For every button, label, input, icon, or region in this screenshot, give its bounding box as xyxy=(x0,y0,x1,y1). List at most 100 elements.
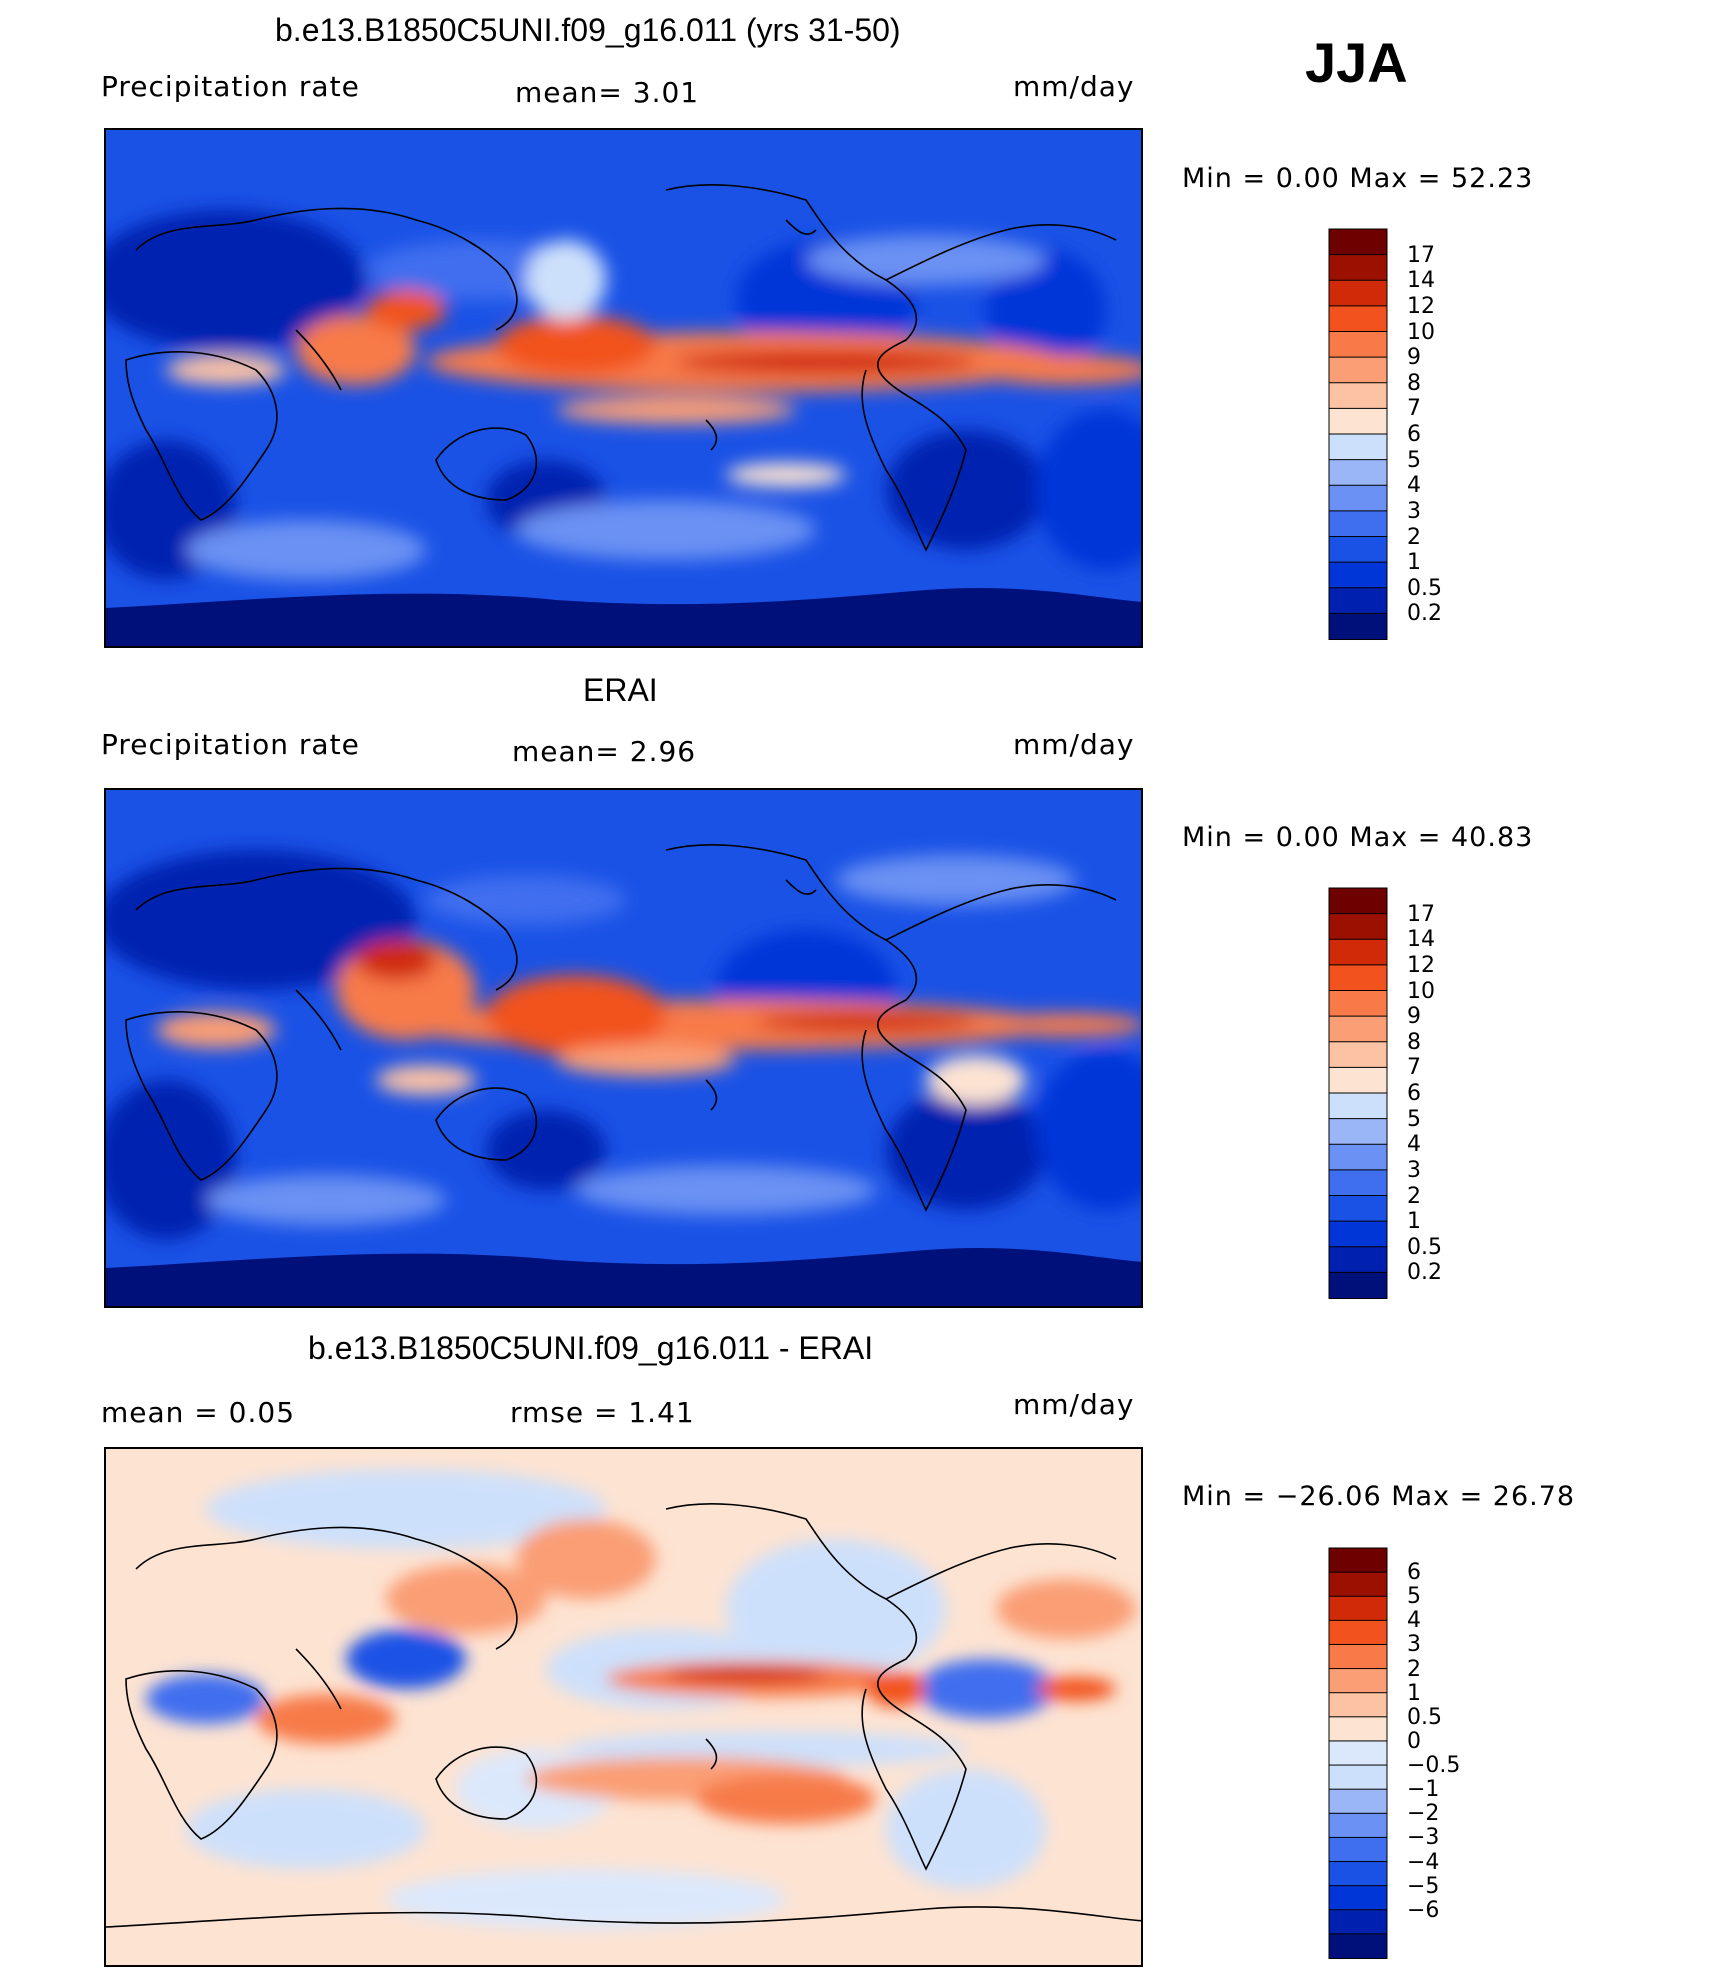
colorbar-swatch xyxy=(1328,1595,1388,1622)
colorbar-tick-label: 6 xyxy=(1407,1560,1421,1586)
colorbar-tick-label: 12 xyxy=(1407,952,1435,978)
colorbar-tick-label: 4 xyxy=(1407,1132,1421,1158)
colorbar-swatch xyxy=(1328,1066,1388,1095)
colorbar-tick-label: 0.5 xyxy=(1407,575,1442,601)
colorbar-swatches xyxy=(1328,1547,1388,1960)
units-label: mm/day xyxy=(1013,1388,1135,1421)
precip-map-difference xyxy=(106,1449,1141,1965)
colorbar-swatch xyxy=(1328,1571,1388,1598)
season-label: JJA xyxy=(1305,31,1408,94)
colorbar-tick-label: 10 xyxy=(1407,978,1435,1004)
mean-label: mean= 2.96 xyxy=(512,735,697,768)
colorbar-swatch xyxy=(1328,536,1388,564)
colorbar-tick-label: −3 xyxy=(1407,1825,1440,1851)
colorbar-tick-label: 8 xyxy=(1407,370,1421,396)
panel-title: b.e13.B1850C5UNI.f09_g16.011 - ERAI xyxy=(308,1330,874,1366)
colorbar-erai: 17 14 12 10 9 8 7 6 5 4 3 2 1 0.5 0.2 xyxy=(1328,887,1459,1300)
colorbar-tick-label: 6 xyxy=(1407,1081,1421,1106)
colorbar-tick-label: 8 xyxy=(1407,1029,1421,1055)
precip-map-model xyxy=(106,130,1141,646)
colorbar-model: 17 14 12 10 9 8 7 6 5 4 3 2 1 0.5 0.2 xyxy=(1328,228,1459,641)
colorbar-tick-label: −0.5 xyxy=(1407,1753,1461,1779)
colorbar-tick-label: 5 xyxy=(1407,1584,1421,1610)
colorbar-tick-label: 3 xyxy=(1407,1632,1421,1658)
colorbar-swatch xyxy=(1328,587,1388,615)
colorbar-swatch xyxy=(1328,254,1388,282)
colorbar-tick-label: −1 xyxy=(1407,1777,1440,1803)
colorbar-swatch xyxy=(1328,433,1388,461)
variable-label: Precipitation rate xyxy=(101,728,360,761)
colorbar-tick-label: 1 xyxy=(1407,1209,1421,1235)
colorbar-tick-label: 1 xyxy=(1407,1680,1421,1706)
colorbar-swatch xyxy=(1328,1861,1388,1887)
colorbar-tick-label: 9 xyxy=(1407,345,1421,371)
colorbar-swatch xyxy=(1328,228,1388,256)
rmse-label: rmse = 1.41 xyxy=(510,1396,695,1429)
colorbar-tick-label: 0.2 xyxy=(1407,1260,1442,1286)
colorbar-swatch xyxy=(1328,1118,1388,1146)
colorbar-swatch xyxy=(1328,913,1388,941)
colorbar-tick-label: −5 xyxy=(1407,1873,1440,1899)
colorbar-swatch xyxy=(1328,1195,1388,1223)
colorbar-tick-label: 2 xyxy=(1407,1183,1421,1209)
colorbar-swatch xyxy=(1328,356,1388,384)
colorbar-swatch xyxy=(1328,1220,1388,1248)
colorbar-swatch xyxy=(1328,990,1388,1018)
minmax-label: Min = −26.06 Max = 26.78 xyxy=(1182,1481,1576,1512)
colorbar-tick-label: 0.5 xyxy=(1407,1704,1442,1730)
colorbar-tick-label: 0.2 xyxy=(1407,601,1442,627)
colorbar-tick-label: 0 xyxy=(1407,1728,1421,1754)
colorbar-tick-label: 6 xyxy=(1407,422,1421,447)
colorbar-tick-label: 14 xyxy=(1407,927,1435,953)
colorbar-swatch xyxy=(1328,1716,1388,1742)
colorbar-tick-label: 5 xyxy=(1407,447,1421,473)
colorbar-swatch xyxy=(1328,1764,1388,1791)
map-erai xyxy=(104,788,1143,1308)
colorbar-swatch xyxy=(1328,1788,1388,1815)
colorbar-swatch xyxy=(1328,331,1388,359)
colorbar-swatch xyxy=(1328,382,1388,410)
panel-title: b.e13.B1850C5UNI.f09_g16.011 (yrs 31-50) xyxy=(275,12,901,48)
colorbar-swatch xyxy=(1328,1041,1388,1069)
colorbar-tick-label: 3 xyxy=(1407,1157,1421,1183)
colorbar-swatch xyxy=(1328,1092,1388,1120)
colorbar-swatch xyxy=(1328,1692,1388,1718)
colorbar-tick-label: 3 xyxy=(1407,498,1421,524)
minmax-label: Min = 0.00 Max = 52.23 xyxy=(1182,163,1534,194)
colorbar-swatches xyxy=(1328,887,1388,1300)
colorbar-tick-label: 1 xyxy=(1407,550,1421,576)
colorbar-tick-label: −4 xyxy=(1407,1849,1440,1875)
colorbar-swatch xyxy=(1328,1271,1388,1300)
colorbar-swatch xyxy=(1328,1015,1388,1043)
colorbar-difference: 6 5 4 3 2 1 0.5 0 −0.5 −1 −2 −3 −4 −5 −6 xyxy=(1328,1547,1461,1960)
colorbar-tick-label: −6 xyxy=(1407,1897,1440,1923)
map-difference xyxy=(104,1447,1143,1967)
mean-label: mean= 3.01 xyxy=(515,76,700,109)
colorbar-swatch xyxy=(1328,1246,1388,1274)
colorbar-swatch xyxy=(1328,938,1388,966)
colorbar-tick-label: 14 xyxy=(1407,268,1435,294)
colorbar-swatch xyxy=(1328,1547,1388,1574)
colorbar-swatch xyxy=(1328,1812,1388,1839)
colorbar-swatch xyxy=(1328,1643,1388,1670)
precip-map-erai xyxy=(106,790,1141,1306)
colorbar-tick-label: 0.5 xyxy=(1407,1234,1442,1260)
colorbar-swatch xyxy=(1328,459,1388,487)
units-label: mm/day xyxy=(1013,728,1135,761)
colorbar-swatch xyxy=(1328,612,1388,641)
colorbar-swatches xyxy=(1328,228,1388,641)
panel-title: ERAI xyxy=(583,672,658,708)
colorbar-tick-label: −2 xyxy=(1407,1801,1440,1827)
map-model xyxy=(104,128,1143,648)
colorbar-tick-label: 5 xyxy=(1407,1106,1421,1132)
colorbar-swatch xyxy=(1328,305,1388,333)
colorbar-tick-label: 2 xyxy=(1407,1656,1421,1682)
colorbar-tick-label: 17 xyxy=(1407,242,1435,268)
colorbar-swatch xyxy=(1328,1909,1388,1935)
colorbar-swatch xyxy=(1328,1143,1388,1171)
colorbar-swatch xyxy=(1328,561,1388,589)
variable-label: Precipitation rate xyxy=(101,70,360,103)
colorbar-swatch xyxy=(1328,1885,1388,1911)
colorbar-tick-label: 17 xyxy=(1407,901,1435,927)
colorbar-tick-label: 2 xyxy=(1407,524,1421,550)
